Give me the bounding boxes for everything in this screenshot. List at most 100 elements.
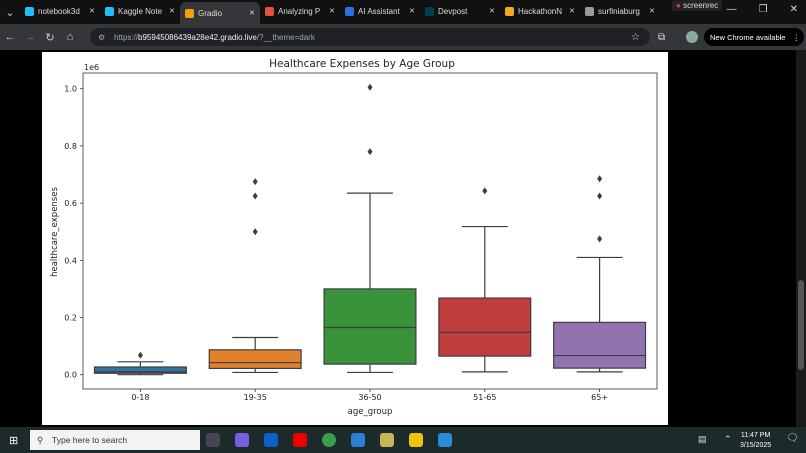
site-info-icon[interactable]: ⚙ [98,32,106,42]
kaggle-icon [25,6,34,16]
outlier-point [597,192,603,200]
y-tick-label: 0.4 [64,256,77,265]
reload-icon[interactable]: ↻ [45,31,55,44]
tab-bar: ⌄ notebook3d ✕ Kaggle Note ✕ Gradio ✕ Analyzin… [0,0,806,24]
url-input[interactable]: ⚙ https://b95945086439a28e42.gradio.live… [90,28,650,46]
y-tick-label: 0.8 [64,142,77,151]
more-menu-icon[interactable]: ⋮ [792,32,801,42]
tab-label: Devpost [438,6,468,16]
extensions-icon[interactable]: ⧉ [658,31,666,43]
tab-close-icon[interactable]: ✕ [89,8,95,15]
search-placeholder: Type here to search [52,435,128,445]
windows-start-icon[interactable]: ⊞ [9,435,19,447]
youtube-icon[interactable] [293,433,307,447]
tab-kaggle-note[interactable]: Kaggle Note ✕ [100,0,180,22]
y-tick-label: 0.2 [64,314,77,323]
outlier-point [367,83,373,91]
tab-label: Analyzing P [278,6,321,16]
tab-label: HackathonN [518,6,563,16]
boxplot-chart: Healthcare Expenses by Age Group 1e6 hea… [50,58,658,417]
tab-devpost[interactable]: Devpost ✕ [420,0,500,22]
sticky-notes-icon[interactable] [409,433,423,447]
tab-hackathonn[interactable]: HackathonN ✕ [500,0,580,22]
keyboard-icon[interactable]: ▤ [698,434,707,444]
outlier-point [367,148,373,156]
minimize-icon[interactable]: — [726,4,737,15]
tab-close-icon[interactable]: ✕ [649,8,655,15]
notifications-icon[interactable]: 🗨 [786,433,799,444]
app-icon[interactable] [380,433,394,447]
tab-close-icon[interactable]: ✕ [169,8,175,15]
box-19-35 [208,349,302,370]
back-icon[interactable]: ← [4,31,16,43]
x-tick-label: 65+ [591,393,608,402]
url-scheme: https:// [114,32,139,42]
y-tick-label: 1.0 [64,85,77,94]
outlier-point [252,228,258,236]
box-36-50 [323,288,417,365]
tab-search-icon[interactable]: ⌄ [5,6,15,19]
tab-close-icon[interactable]: ✕ [409,8,415,15]
tray-chevron-icon[interactable]: ⌃ [724,434,732,444]
x-axis-label: age_group [348,407,393,417]
outlook-icon[interactable] [264,433,278,447]
axes-frame [82,72,658,390]
copilot-icon[interactable] [235,433,249,447]
tab-label: Gradio [198,8,223,18]
new-chrome-available-button[interactable]: New Chrome available ⋮ [704,28,804,46]
tab-close-icon[interactable]: ✕ [569,8,575,15]
clock[interactable]: 11:47 PM 3/15/2025 [740,431,771,451]
page-scrollbar[interactable] [796,50,806,427]
tab-analyzing-p[interactable]: Analyzing P ✕ [260,0,340,22]
downloads-icon[interactable] [351,433,365,447]
x-tick-label: 19-35 [244,393,267,402]
screenrec-badge: ● screenrec [672,0,723,11]
tab-notebook3d[interactable]: notebook3d ✕ [20,0,100,22]
tab-label: Kaggle Note [118,6,163,16]
x-tick-label: 36-50 [358,393,381,402]
infinity-icon [505,6,514,16]
new-chrome-label: New Chrome available [710,32,786,42]
tab-label: surfiniaburg [598,6,640,16]
tab-gradio[interactable]: Gradio ✕ [180,2,260,24]
tab-ai-assistant[interactable]: AI Assistant ✕ [340,0,420,22]
box-51-65 [438,297,532,357]
x-tick-label: 51-65 [473,393,496,402]
home-icon[interactable]: ⌂ [66,31,74,43]
taskbar-search-input[interactable]: ⚲ Type here to search [30,430,200,450]
y-tick-label: 0.0 [64,371,77,380]
url-path: /?__theme=dark [256,32,315,42]
outlier-point [252,178,258,186]
tab-surfiniaburg[interactable]: surfiniaburg ✕ [580,0,660,22]
y-axis-label: healthcare_expenses [50,187,60,277]
y-tick-label: 0.6 [64,199,77,208]
devpost-icon [425,6,434,16]
tab-label: notebook3d [38,6,80,16]
chart-figure: Healthcare Expenses by Age Group 1e6 hea… [42,52,668,425]
ai-icon [345,6,354,16]
bookmark-star-icon[interactable]: ☆ [631,31,640,43]
chrome-icon[interactable] [322,433,336,447]
outlier-point [137,351,143,359]
kaggle-icon [105,6,114,16]
restore-icon[interactable]: ❐ [758,4,768,15]
recorder-label: screenrec [683,1,719,10]
offset-label: 1e6 [84,63,99,72]
outlier-point [252,192,258,200]
tab-close-icon[interactable]: ✕ [489,8,495,15]
search-icon: ⚲ [37,434,44,445]
box-0-18 [93,366,187,374]
close-icon[interactable]: ✕ [789,4,798,15]
scrollbar-thumb[interactable] [798,280,804,370]
time: 11:47 PM [740,432,771,439]
vscode-icon[interactable] [438,433,452,447]
github-icon [585,6,594,16]
chart-title: Healthcare Expenses by Age Group [269,58,455,70]
profile-avatar[interactable] [686,31,698,43]
tab-close-icon[interactable]: ✕ [249,10,255,17]
forward-icon[interactable]: → [24,31,36,43]
task-view-icon[interactable] [206,433,220,447]
taskbar: ⊞ ⚲ Type here to search ▤ ⌃ 11:47 PM 3/15… [0,427,806,453]
address-bar: ← → ↻ ⌂ ⚙ https://b95945086439a28e42.gra… [0,24,806,50]
tab-close-icon[interactable]: ✕ [329,8,335,15]
